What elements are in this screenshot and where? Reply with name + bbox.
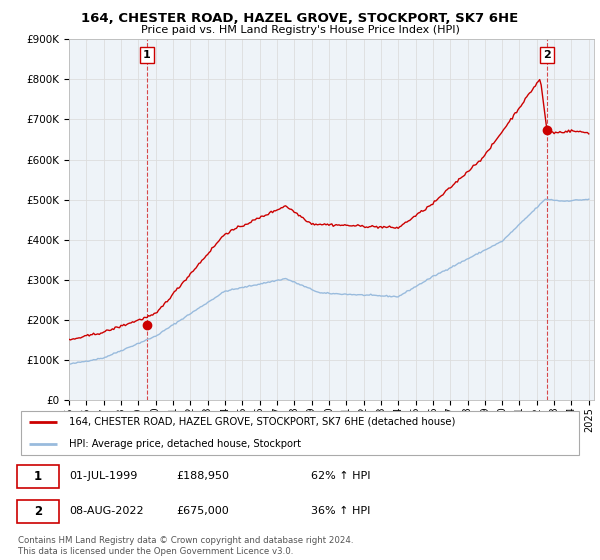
- FancyBboxPatch shape: [17, 465, 59, 488]
- Text: Price paid vs. HM Land Registry's House Price Index (HPI): Price paid vs. HM Land Registry's House …: [140, 25, 460, 35]
- Text: £188,950: £188,950: [176, 472, 229, 482]
- Text: 08-AUG-2022: 08-AUG-2022: [69, 506, 143, 516]
- Text: 164, CHESTER ROAD, HAZEL GROVE, STOCKPORT, SK7 6HE (detached house): 164, CHESTER ROAD, HAZEL GROVE, STOCKPOR…: [69, 417, 455, 427]
- Text: HPI: Average price, detached house, Stockport: HPI: Average price, detached house, Stoc…: [69, 440, 301, 450]
- Text: £675,000: £675,000: [176, 506, 229, 516]
- Text: 164, CHESTER ROAD, HAZEL GROVE, STOCKPORT, SK7 6HE: 164, CHESTER ROAD, HAZEL GROVE, STOCKPOR…: [82, 12, 518, 25]
- Text: 01-JUL-1999: 01-JUL-1999: [69, 472, 137, 482]
- FancyBboxPatch shape: [21, 412, 579, 455]
- Text: 1: 1: [143, 50, 151, 60]
- Text: 2: 2: [543, 50, 551, 60]
- Text: 36% ↑ HPI: 36% ↑ HPI: [311, 506, 371, 516]
- Text: 1: 1: [34, 470, 42, 483]
- Text: Contains HM Land Registry data © Crown copyright and database right 2024.
This d: Contains HM Land Registry data © Crown c…: [18, 536, 353, 556]
- Text: 62% ↑ HPI: 62% ↑ HPI: [311, 472, 371, 482]
- FancyBboxPatch shape: [17, 500, 59, 523]
- Text: 2: 2: [34, 505, 42, 518]
